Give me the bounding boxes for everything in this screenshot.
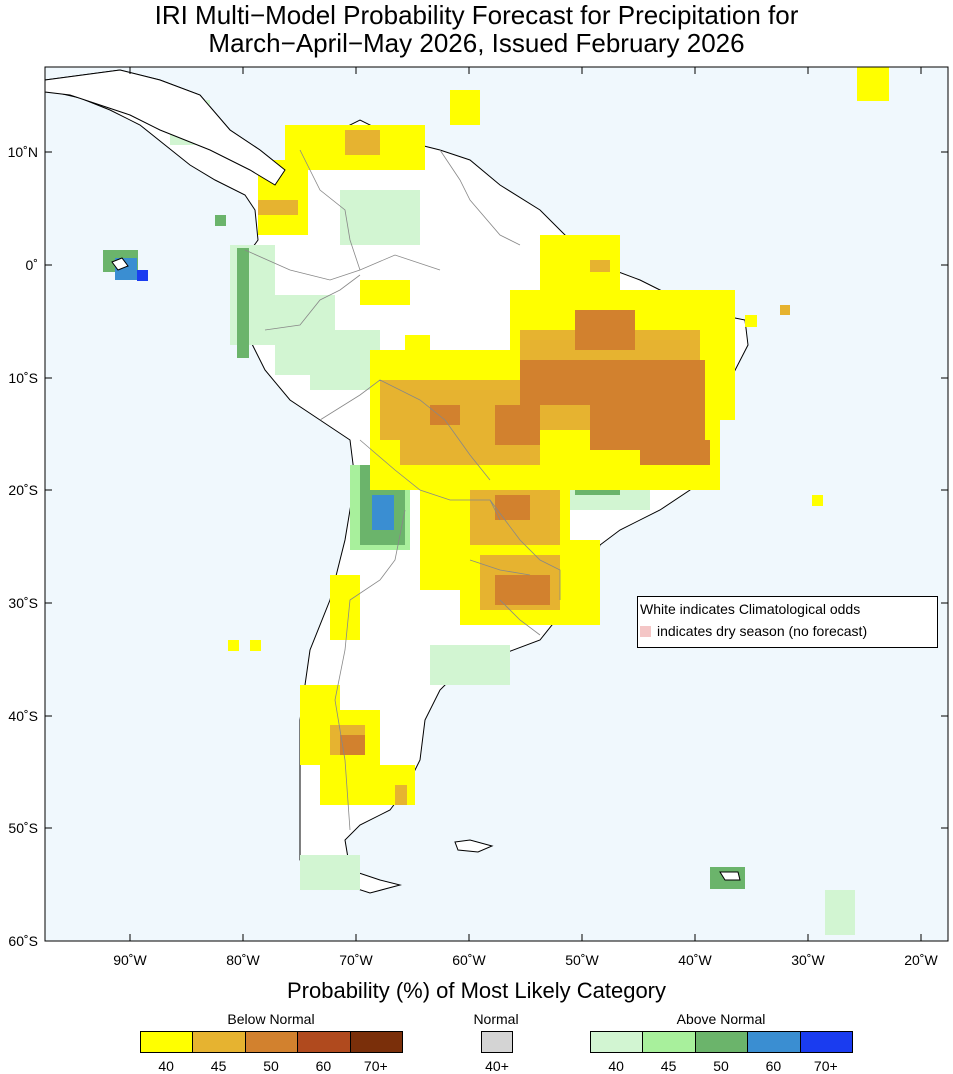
above-normal-tick-1: 45 xyxy=(660,1058,677,1074)
lat-label-60s: 60˚S xyxy=(8,933,38,949)
below-normal-swatch-2 xyxy=(244,1031,299,1053)
below-normal-tick-4: 70+ xyxy=(363,1058,388,1074)
above-normal-swatch-2 xyxy=(694,1031,749,1053)
lat-label-10n: 10˚N xyxy=(7,144,38,160)
below-normal-swatch-1 xyxy=(192,1031,246,1053)
above-normal-tick-2: 50 xyxy=(713,1058,729,1074)
above-normal-swatch-0 xyxy=(590,1031,644,1053)
below-normal-swatch-3 xyxy=(297,1031,351,1053)
below-normal-swatch-0 xyxy=(140,1031,194,1053)
lon-label-50w: 50˚W xyxy=(565,952,599,968)
map-title-line-2: March−April−May 2026, Issued February 20… xyxy=(208,28,745,58)
lat-label-50s: 50˚S xyxy=(8,820,38,836)
above-normal-label: Above Normal xyxy=(676,1011,766,1027)
legend-climatology-note: White indicates Climatological odds xyxy=(640,601,861,617)
lat-label-30s: 30˚S xyxy=(8,595,38,611)
lat-label-10s: 10˚S xyxy=(8,370,38,386)
below-normal-tick-3: 60 xyxy=(315,1058,332,1074)
normal-tick: 40+ xyxy=(485,1058,509,1074)
below-normal-tick-2: 50 xyxy=(263,1058,279,1074)
map-legend: White indicates Climatological odds indi… xyxy=(637,596,938,648)
lat-label-40s: 40˚S xyxy=(8,708,38,724)
above-normal-tick-4: 70+ xyxy=(813,1058,838,1074)
normal-swatch xyxy=(481,1031,513,1053)
land-central-america xyxy=(44,69,286,186)
lat-label-0: 0˚ xyxy=(25,257,38,273)
normal-label: Normal xyxy=(473,1011,519,1027)
lon-label-40w: 40˚W xyxy=(678,952,712,968)
islands xyxy=(111,257,741,881)
lat-label-20s: 20˚S xyxy=(8,482,38,498)
above-normal-tick-3: 60 xyxy=(765,1058,782,1074)
above-normal-swatch-3 xyxy=(747,1031,801,1053)
above-normal-swatch-4 xyxy=(799,1031,853,1053)
colorbar-title: Probability (%) of Most Likely Category xyxy=(286,978,667,1003)
lon-label-60w: 60˚W xyxy=(452,952,486,968)
axis-ticks xyxy=(45,67,948,941)
below-normal-swatch-4 xyxy=(349,1031,403,1053)
lon-label-80w: 80˚W xyxy=(226,952,260,968)
map-frame xyxy=(44,66,949,942)
lon-label-30w: 30˚W xyxy=(791,952,825,968)
map-title-line-1: IRI Multi−Model Probability Forecast for… xyxy=(154,0,799,30)
above-normal-tick-0: 40 xyxy=(608,1058,624,1074)
lon-label-90w: 90˚W xyxy=(113,952,147,968)
above-normal-swatch-1 xyxy=(642,1031,696,1053)
lon-label-20w: 20˚W xyxy=(904,952,938,968)
below-normal-tick-0: 40 xyxy=(158,1058,174,1074)
lon-label-70w: 70˚W xyxy=(339,952,373,968)
dry-season-swatch xyxy=(640,626,651,637)
below-normal-label: Below Normal xyxy=(227,1011,315,1027)
legend-dry-season-note: indicates dry season (no forecast) xyxy=(640,623,867,639)
country-borders xyxy=(244,149,561,831)
below-normal-tick-1: 45 xyxy=(210,1058,227,1074)
legend-dry-season-text: indicates dry season (no forecast) xyxy=(657,623,868,639)
